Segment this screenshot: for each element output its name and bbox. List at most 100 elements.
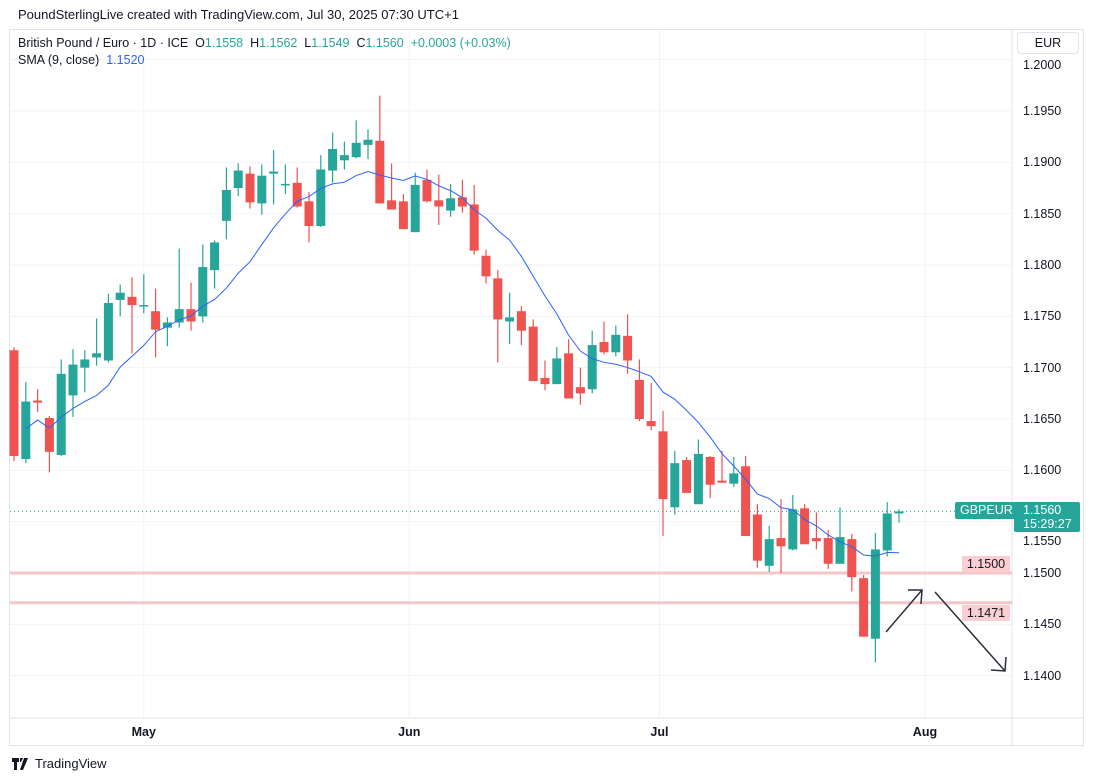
candle-body — [127, 296, 137, 306]
candle-down — [847, 534, 857, 592]
candle-down — [741, 455, 751, 537]
candle-body — [823, 538, 833, 564]
candle-body — [611, 334, 621, 353]
candle-body — [339, 155, 349, 161]
candle-body — [776, 538, 786, 547]
candle-down — [9, 347, 19, 462]
candle-up — [410, 172, 420, 233]
countdown: 15:29:27 — [1023, 517, 1072, 531]
candle-up — [21, 382, 31, 464]
attribution: PoundSterlingLive created with TradingVi… — [18, 7, 459, 22]
candle-up — [328, 132, 338, 183]
price-tick-label: 1.1800 — [1023, 258, 1062, 272]
candle-up — [316, 155, 326, 228]
candle-body — [92, 353, 102, 358]
candle-body — [800, 508, 810, 545]
last-price: 1.1560 — [1023, 503, 1062, 517]
candle-up — [611, 325, 621, 357]
candle-body — [221, 190, 231, 221]
price-tick-label: 1.1850 — [1023, 206, 1062, 221]
candle-body — [80, 359, 90, 368]
candle-down — [516, 306, 526, 346]
candle-body — [516, 311, 526, 331]
candle-body — [552, 358, 562, 385]
candle-down — [387, 163, 397, 210]
candle-down — [823, 529, 833, 569]
candle-down — [599, 321, 609, 355]
candle-up — [693, 439, 703, 505]
candle-body — [103, 302, 113, 361]
candle-body — [693, 453, 703, 505]
tradingview-logo-icon — [12, 757, 28, 770]
time-tick-label: May — [131, 725, 156, 739]
arrow-up-drawing — [885, 589, 923, 633]
candle-down — [186, 282, 196, 331]
candle-body — [623, 335, 633, 361]
high-label: H — [250, 36, 260, 50]
last-price-tag: 1.1560 15:29:27 — [1014, 502, 1080, 532]
sma-legend: SMA (9, close) 1.1520 — [18, 52, 511, 69]
price-tick-label: 1.1600 — [1023, 463, 1062, 478]
candle-body — [847, 539, 857, 578]
candle-down — [623, 314, 633, 374]
brand-name: TradingView — [35, 756, 107, 771]
symbol-label[interactable]: British Pound / Euro · 1D · ICE — [18, 36, 189, 50]
candle-body — [9, 350, 19, 456]
candle-up — [351, 120, 361, 159]
candle-down — [434, 174, 444, 225]
candle-up — [339, 141, 349, 170]
time-tick-label: Jun — [398, 725, 421, 739]
candle-up — [92, 318, 102, 366]
candle-body — [33, 400, 43, 403]
high-value: 1.1562 — [259, 36, 298, 50]
candle-body — [894, 511, 904, 514]
candle-down — [127, 277, 137, 354]
candle-up — [233, 163, 243, 197]
candle-body — [316, 169, 326, 226]
candle-body — [493, 278, 503, 320]
currency-button[interactable]: EUR — [1017, 32, 1079, 54]
candle-up — [257, 164, 267, 215]
candle-down — [44, 415, 54, 473]
candle-up — [670, 450, 680, 515]
level-tag-1471: 1.1471 — [962, 605, 1010, 621]
candle-up — [363, 129, 373, 160]
candle-down — [564, 338, 574, 399]
candle-body — [162, 322, 172, 328]
candle-body — [56, 373, 66, 455]
candle-body — [280, 183, 290, 186]
candle-body — [457, 197, 467, 207]
candle-up — [729, 456, 739, 487]
candle-body — [422, 179, 432, 202]
candle-up — [870, 532, 880, 663]
candle-down — [575, 367, 585, 405]
candle-body — [575, 387, 585, 394]
candle-body — [328, 148, 338, 171]
candle-body — [788, 509, 798, 550]
candle-up — [221, 167, 231, 240]
candle-body — [269, 171, 279, 174]
candle-up — [788, 494, 798, 551]
tradingview-logo[interactable]: TradingView — [12, 756, 107, 771]
candle-up — [139, 274, 149, 314]
candle-body — [835, 537, 845, 564]
candle-body — [434, 200, 444, 207]
price-tick-label: 1.1450 — [1023, 617, 1062, 632]
candle-body — [682, 460, 692, 493]
candle-body — [811, 538, 821, 542]
candle-down — [493, 270, 503, 363]
candle-body — [139, 305, 149, 307]
candle-body — [387, 200, 397, 210]
candle-body — [670, 463, 680, 508]
candle-down — [457, 179, 467, 213]
candle-down — [469, 184, 479, 255]
candle-down — [481, 249, 491, 284]
candle-down — [634, 359, 644, 422]
candle-down — [375, 95, 385, 204]
candle-body — [705, 456, 715, 485]
candle-body — [587, 345, 597, 390]
candle-body — [859, 578, 869, 637]
candle-body — [752, 514, 762, 561]
sma-label[interactable]: SMA (9, close) — [18, 53, 100, 67]
